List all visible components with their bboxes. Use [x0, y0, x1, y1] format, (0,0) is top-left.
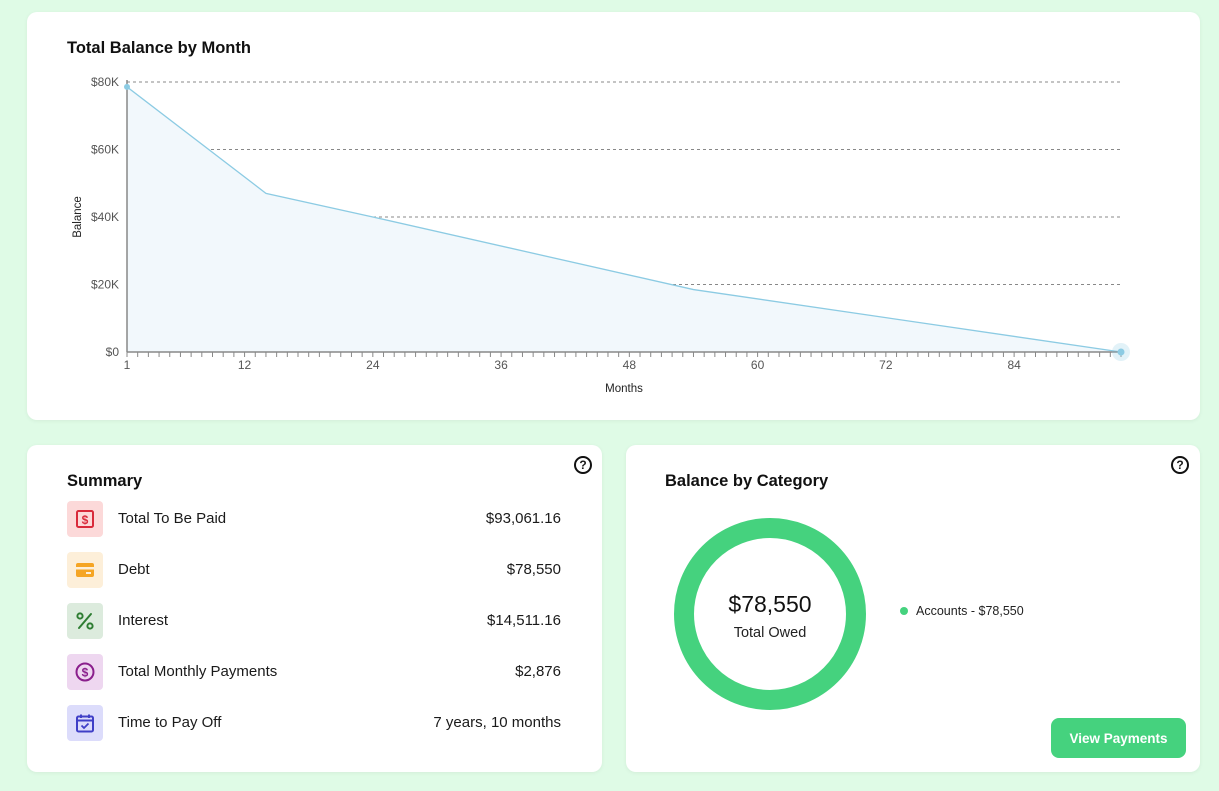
y-tick-label: $60K: [91, 143, 119, 157]
dollar-bill-icon: $: [67, 501, 103, 537]
x-axis-label: Months: [605, 383, 643, 395]
svg-text:$: $: [82, 666, 89, 680]
summary-row-label: Time to Pay Off: [118, 714, 222, 731]
series-start-point: [124, 83, 130, 90]
summary-row-label: Total Monthly Payments: [118, 663, 278, 680]
calendar-check-icon: [67, 705, 103, 741]
summary-row-value: $93,061.16: [485, 510, 561, 527]
summary-row-value: $2,876: [515, 663, 561, 680]
summary-row-value: 7 years, 10 months: [433, 714, 561, 731]
y-tick-label: $20K: [91, 278, 119, 292]
chart-title: Total Balance by Month: [67, 39, 251, 57]
balance-chart-card: Total Balance by Month 1 12 24 36 48 60 72 84 $0…: [27, 12, 1200, 420]
summary-row-label: Interest: [118, 612, 169, 629]
series-area: [127, 86, 1121, 353]
summary-row-debt: Debt $78,550: [67, 552, 561, 588]
balance-by-category-card: ? Balance by Category $78,550 Total Owed…: [626, 445, 1200, 772]
legend-item-accounts: Accounts - $78,550: [900, 604, 1024, 618]
help-icon[interactable]: ?: [574, 456, 592, 474]
x-tick-label: 48: [623, 358, 637, 372]
dollar-coin-icon: $: [67, 654, 103, 690]
summary-row-time-to-pay-off: Time to Pay Off 7 years, 10 months: [67, 705, 561, 741]
series-line: [126, 86, 1122, 353]
summary-row-interest: Interest $14,511.16: [67, 603, 561, 639]
donut-chart: [674, 518, 866, 710]
help-icon[interactable]: ?: [1171, 456, 1189, 474]
summary-row-value: $78,550: [506, 561, 561, 578]
x-tick-label: 36: [494, 358, 508, 372]
percent-icon: [67, 603, 103, 639]
summary-title: Summary: [67, 472, 143, 490]
summary-card: ? Summary $ Total To Be Paid $93,061.16 …: [27, 445, 602, 772]
donut-slice-accounts: [674, 518, 866, 710]
y-axis-label: Balance: [72, 196, 84, 238]
y-tick-label: $0: [106, 345, 120, 359]
x-tick-label: 72: [879, 358, 893, 372]
svg-text:$: $: [82, 513, 89, 527]
x-tick-label: 60: [751, 358, 765, 372]
x-tick-label: 12: [238, 358, 252, 372]
y-tick-label: $80K: [91, 75, 119, 89]
summary-row-monthly-payments: $ Total Monthly Payments $2,876: [67, 654, 561, 690]
x-tick-label: 1: [124, 358, 131, 372]
legend-dot: [900, 607, 908, 615]
donut-total-label: Total Owed: [733, 625, 807, 641]
series-end-point: [1117, 348, 1125, 356]
x-tick-label: 24: [366, 358, 380, 372]
x-tick-label: 84: [1007, 358, 1021, 372]
summary-row-value: $14,511.16: [487, 612, 561, 629]
y-tick-label: $40K: [91, 210, 119, 224]
balance-chart: 1 12 24 36 48 60 72 84 $0 $20K $40K $60K $80K Months B…: [72, 75, 1130, 395]
donut-total-value: $78,550: [728, 591, 812, 617]
summary-row-total-to-be-paid: $ Total To Be Paid $93,061.16: [67, 501, 561, 537]
credit-card-icon: [67, 552, 103, 588]
legend-label: Accounts - $78,550: [916, 604, 1024, 618]
category-title: Balance by Category: [665, 472, 829, 490]
summary-row-label: Total To Be Paid: [118, 510, 227, 527]
view-payments-button[interactable]: View Payments: [1051, 718, 1186, 758]
summary-row-label: Debt: [118, 561, 150, 578]
